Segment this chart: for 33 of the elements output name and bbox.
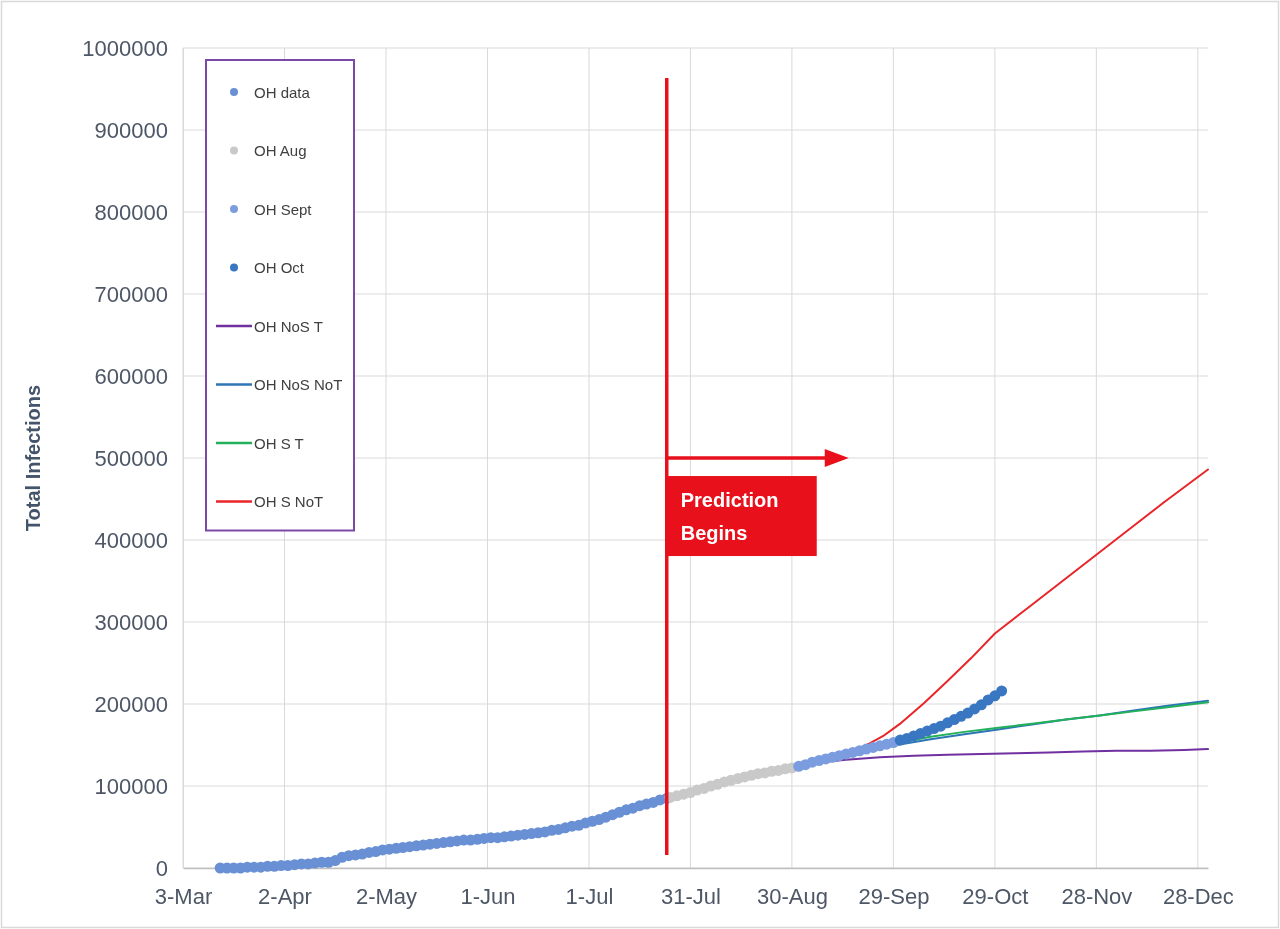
y-tick-label: 0 [155,855,168,881]
x-tick-label: 28-Dec [1162,883,1234,909]
y-tick-label: 300000 [94,609,168,635]
y-tick-label: 1000000 [82,35,168,61]
x-tick-label: 30-Aug [756,883,828,909]
y-tick-label: 900000 [94,117,168,143]
x-tick-label: 2-Apr [258,883,312,909]
y-tick-label: 700000 [94,281,168,307]
x-tick-label: 29-Sep [858,883,930,909]
legend-label: OH data [254,83,311,101]
x-tick-label: 31-Jul [660,883,721,909]
x-tick-label: 1-Jul [565,883,614,909]
legend-label: OH Aug [254,142,307,159]
y-axis-title: Total Infections [22,384,44,532]
x-tick-label: 1-Jun [460,883,516,909]
legend-label: OH Sept [254,200,313,218]
legend-label: OH S T [254,434,304,452]
y-tick-label: 800000 [94,199,168,225]
x-tick-label: 2-May [355,883,418,909]
legend-label: OH Oct [254,259,305,276]
x-tick-label: 29-Oct [962,883,1029,909]
legend-label: OH S NoT [254,493,324,510]
y-tick-label: 100000 [94,773,168,799]
x-tick-label: 3-Mar [154,883,213,909]
y-tick-label: 500000 [94,445,168,471]
x-tick-label: 28-Nov [1061,883,1133,909]
y-tick-label: 600000 [94,363,168,389]
y-tick-label: 200000 [94,691,168,717]
y-tick-label: 400000 [94,527,168,553]
legend-label: OH NoS NoT [254,376,343,393]
legend-label: OH NoS T [254,317,323,335]
point [996,685,1008,697]
ref-line-label: Prediction Begins [680,489,779,545]
